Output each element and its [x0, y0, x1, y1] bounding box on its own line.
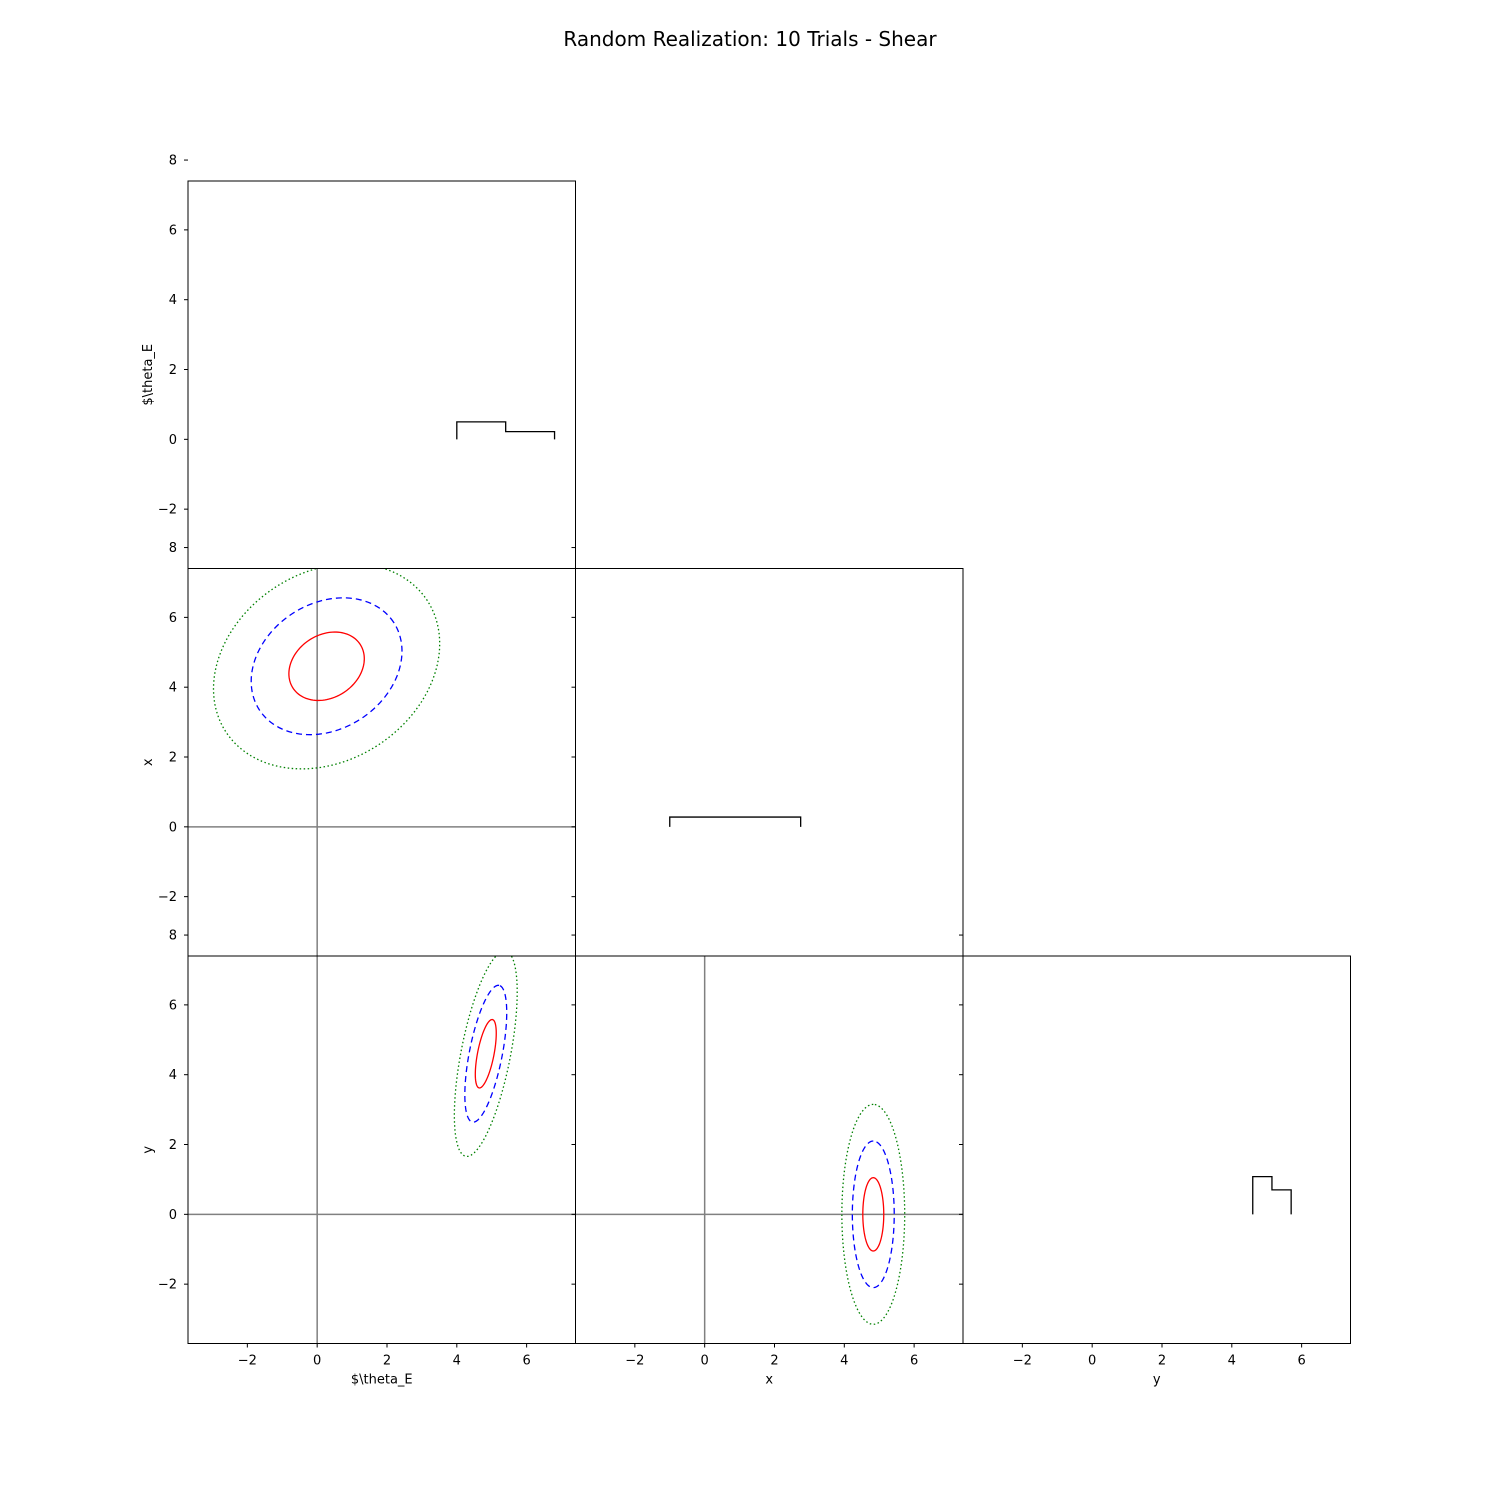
x-tick-label: 6	[910, 1354, 918, 1369]
y-tick-label: −2	[158, 503, 177, 518]
x-tick-label: 2	[383, 1354, 391, 1369]
panel-frame	[187, 568, 576, 957]
panel-x-vs-theta-e: −2 0 2 4 6 8 x	[141, 541, 576, 957]
histogram-x	[669, 816, 802, 827]
x-tick-label: 6	[522, 1354, 530, 1369]
y-axis-label-x: x	[141, 758, 156, 766]
y-tick-label: −2	[158, 890, 177, 905]
panel-content	[188, 956, 576, 1344]
contour-2-sigma	[250, 597, 403, 736]
y-tick-label: 4	[169, 681, 177, 696]
y-tick-label: 6	[169, 223, 177, 238]
y-tick-label: −2	[158, 1278, 177, 1293]
y-tick-label: 0	[169, 820, 177, 835]
y-tick-label: 4	[169, 293, 177, 308]
x-tick-label: −2	[238, 1354, 257, 1369]
panel-y-vs-x: −2 0 2 4 6 x	[571, 934, 964, 1388]
x-tick-label: 0	[701, 1354, 709, 1369]
contour-2-sigma	[464, 984, 508, 1123]
panel-frame	[187, 180, 576, 569]
x-tick-label: −2	[1013, 1354, 1032, 1369]
contour-3-sigma	[453, 956, 518, 1158]
corner-plot-panels: −2 0 2 4 6 8 $\theta_E −2 0 2 4 6 8 x −2 0 2 4 6 8 −2 0 2 4 6 $\t…	[141, 154, 1351, 1388]
panel-content	[188, 568, 576, 956]
panel-theta-e-vs-theta-e: −2 0 2 4 6 8 $\theta_E	[141, 154, 576, 569]
y-tick-label: 6	[169, 611, 177, 626]
x-tick-label: 6	[1297, 1354, 1305, 1369]
y-axis-label-theta-e: $\theta_E	[141, 344, 156, 406]
panel-x-vs-x	[571, 547, 964, 957]
x-tick-label: 2	[1158, 1354, 1166, 1369]
x-tick-label: 2	[770, 1354, 778, 1369]
x-axis-label-x: x	[765, 1373, 773, 1388]
y-tick-label: 0	[169, 1208, 177, 1223]
x-axis-label-y: y	[1153, 1373, 1161, 1388]
y-tick-label: 8	[169, 929, 177, 944]
x-tick-label: 0	[313, 1354, 321, 1369]
panel-frame	[575, 568, 964, 957]
panel-content	[456, 421, 556, 440]
y-tick-label: 2	[169, 1138, 177, 1153]
panel-content	[1252, 1175, 1292, 1215]
histogram-theta-e	[456, 421, 556, 440]
y-tick-label: 8	[169, 154, 177, 169]
x-axis-label-theta-e: $\theta_E	[351, 1373, 413, 1388]
x-tick-label: 4	[840, 1354, 848, 1369]
panel-y-vs-theta-e: −2 0 2 4 6 8 −2 0 2 4 6 $\theta_E y	[141, 929, 576, 1388]
contour-3-sigma	[212, 568, 441, 770]
figure-title: Random Realization: 10 Trials - Shear	[563, 27, 937, 51]
y-tick-label: 8	[169, 541, 177, 556]
contour-2-sigma	[851, 1140, 895, 1289]
histogram-y	[1252, 1175, 1292, 1215]
x-tick-label: 0	[1088, 1354, 1096, 1369]
y-tick-label: 4	[169, 1068, 177, 1083]
contour-1-sigma	[862, 1177, 885, 1252]
panel-frame	[962, 955, 1351, 1344]
y-axis-label-y: y	[141, 1146, 156, 1154]
y-tick-label: 6	[169, 998, 177, 1013]
y-tick-label: 2	[169, 363, 177, 378]
y-tick-label: 2	[169, 751, 177, 766]
panel-content	[575, 956, 963, 1344]
x-tick-label: 4	[1228, 1354, 1236, 1369]
contour-1-sigma	[474, 1018, 497, 1089]
panel-content	[669, 816, 802, 827]
contour-3-sigma	[841, 1103, 906, 1325]
panel-y-vs-y: −2 0 2 4 6 y	[959, 934, 1351, 1388]
x-tick-label: −2	[625, 1354, 644, 1369]
x-tick-label: 4	[453, 1354, 461, 1369]
panel-frame	[575, 955, 964, 1344]
contour-1-sigma	[288, 631, 365, 702]
y-tick-label: 0	[169, 433, 177, 448]
panel-frame	[187, 955, 576, 1344]
